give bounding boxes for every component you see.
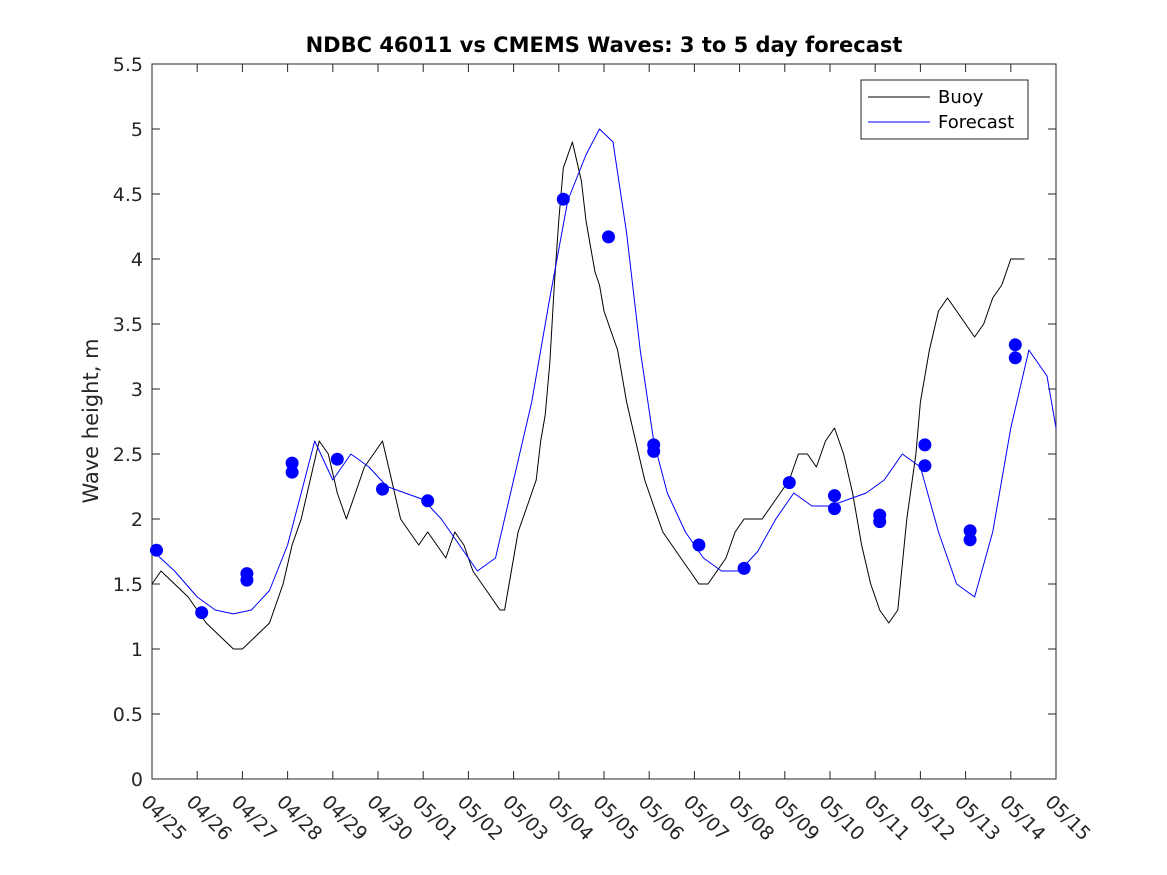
forecast-init-marker — [240, 573, 254, 587]
series-layer — [151, 128, 1057, 650]
forecast-init-marker — [602, 230, 615, 244]
forecast-init-marker — [647, 444, 661, 458]
forecast-init-marker — [1008, 338, 1022, 352]
forecast-init-marker — [195, 606, 209, 620]
forecast-init-marker — [376, 482, 389, 496]
forecast-init-marker — [828, 502, 841, 516]
forecast-init-marker — [963, 524, 977, 538]
legend: Buoy Forecast — [860, 79, 1029, 140]
forecast-init-marker — [285, 465, 299, 479]
series-line-forecast — [151, 128, 1057, 615]
y-tick-label: 0 — [131, 769, 143, 791]
forecast-init-marker — [873, 515, 887, 529]
legend-label-forecast: Forecast — [938, 112, 1014, 133]
y-tick-label: 0.5 — [113, 704, 143, 726]
forecast-init-marker — [150, 543, 163, 557]
marker-layer — [150, 192, 1022, 620]
forecast-init-marker — [692, 538, 706, 552]
forecast-init-marker — [918, 438, 932, 452]
y-tick-label: 2.5 — [113, 444, 143, 466]
forecast-init-marker — [421, 494, 435, 508]
forecast-init-marker — [828, 489, 841, 503]
y-tick-label: 5.5 — [113, 54, 143, 76]
forecast-init-marker — [737, 561, 751, 575]
y-axis-label: Wave height, m — [79, 338, 103, 503]
chart-title: NDBC 46011 vs CMEMS Waves: 3 to 5 day fo… — [306, 33, 903, 57]
y-tick-label: 1 — [131, 639, 143, 661]
forecast-init-marker — [330, 452, 344, 466]
forecast-init-marker — [782, 476, 796, 490]
forecast-init-marker — [963, 533, 977, 547]
y-tick-label: 2 — [131, 509, 143, 531]
y-tick-label: 5 — [131, 119, 143, 141]
y-tick-label: 3.5 — [113, 314, 143, 336]
plot-area — [151, 63, 1057, 780]
y-tick-label: 1.5 — [113, 574, 143, 596]
y-tick-label: 4.5 — [113, 184, 143, 206]
forecast-init-marker — [556, 192, 570, 206]
forecast-init-marker — [1008, 351, 1022, 365]
legend-label-buoy: Buoy — [938, 87, 984, 108]
y-tick-label: 4 — [131, 249, 143, 271]
forecast-init-marker — [918, 459, 932, 473]
forecast-init-marker — [285, 456, 299, 470]
legend-box — [860, 79, 1029, 140]
series-line-buoy — [151, 141, 1025, 650]
y-tick-label: 3 — [131, 379, 143, 401]
